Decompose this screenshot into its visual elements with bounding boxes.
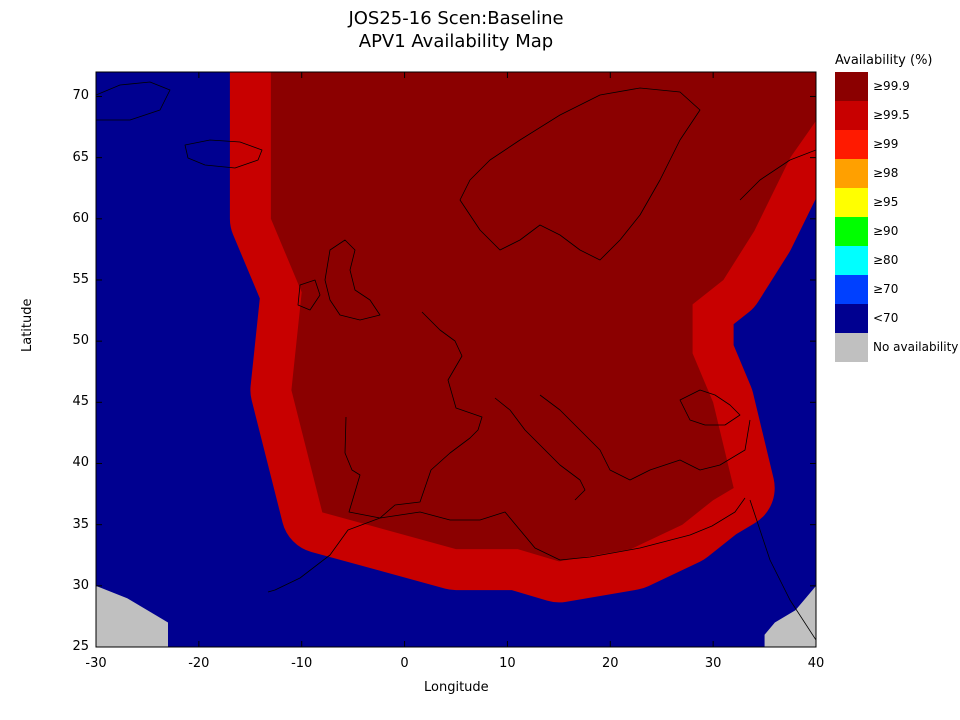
map-layer [96, 72, 816, 647]
coastline-scandinavia [459, 87, 701, 261]
legend-label: ≥70 [873, 282, 899, 296]
legend-swatch [835, 246, 868, 275]
legend-swatch [835, 333, 868, 362]
x-tick-label: 20 [602, 656, 619, 671]
legend-label: ≥99 [873, 137, 899, 151]
x-axis-title: Longitude [424, 680, 489, 695]
legend-label: ≥90 [873, 224, 899, 238]
coastline-ireland [297, 279, 321, 311]
availability-band-0 [270, 72, 816, 562]
no-availability-region-1 [764, 585, 816, 647]
y-tick-label: 70 [72, 88, 89, 104]
legend-swatch [835, 304, 868, 333]
coastline-east [739, 149, 816, 641]
y-axis-title: Latitude [20, 298, 35, 352]
y-tick-label: 60 [72, 210, 89, 226]
y-tick-label: 55 [72, 271, 89, 287]
legend-swatch [835, 217, 868, 246]
y-tick-label: 65 [72, 149, 89, 165]
coastline-black-sea [679, 389, 741, 426]
legend-label: ≥98 [873, 166, 899, 180]
coastline-italy [494, 397, 586, 501]
x-tick-label: 40 [807, 656, 825, 671]
legend-swatch [835, 275, 868, 304]
coastline-iberia-france [344, 311, 483, 519]
legend-label: ≥80 [873, 253, 899, 267]
x-tick-label: 0 [400, 656, 409, 671]
coastline-sketch [96, 81, 816, 641]
y-tick-label: 25 [72, 639, 89, 654]
legend-swatch [835, 188, 868, 217]
coastline-north-africa [267, 497, 746, 593]
legend-label: ≥99.9 [873, 79, 910, 93]
x-tick-label: -10 [291, 656, 313, 671]
axis-ticks [95, 72, 817, 648]
no-availability-regions [96, 585, 816, 647]
legend-label: ≥95 [873, 195, 899, 209]
legend-swatch [835, 159, 868, 188]
legend-title: Availability (%) [835, 53, 933, 68]
coastline-greenland [96, 81, 171, 121]
legend-label: <70 [873, 311, 899, 325]
legend-swatch [835, 101, 868, 130]
legend-label: ≥99.5 [873, 108, 910, 122]
y-tick-label: 35 [72, 516, 89, 532]
coastline-iceland [184, 139, 263, 169]
x-tick-label: 30 [704, 656, 722, 671]
chart-title-line-2: APV1 Availability Map [358, 31, 554, 52]
x-tick-label: -30 [85, 656, 107, 671]
coastline-uk [324, 239, 381, 321]
y-tick-label: 30 [72, 577, 89, 593]
y-tick-label: 50 [72, 333, 89, 349]
coastline-balkans-turkey [539, 394, 751, 481]
legend-swatch [835, 130, 868, 159]
y-tick-label: 40 [72, 455, 89, 471]
chart-title-line-1: JOS25-16 Scen:Baseline [348, 8, 564, 29]
availability-bands [229, 72, 816, 603]
no-availability-region-0 [96, 585, 168, 647]
legend-label: No availability [873, 340, 959, 354]
legend-swatch [835, 72, 868, 101]
plot-frame [95, 71, 817, 648]
x-tick-label: 10 [499, 656, 516, 671]
y-tick-label: 45 [72, 394, 89, 410]
x-tick-label: -20 [188, 656, 210, 671]
